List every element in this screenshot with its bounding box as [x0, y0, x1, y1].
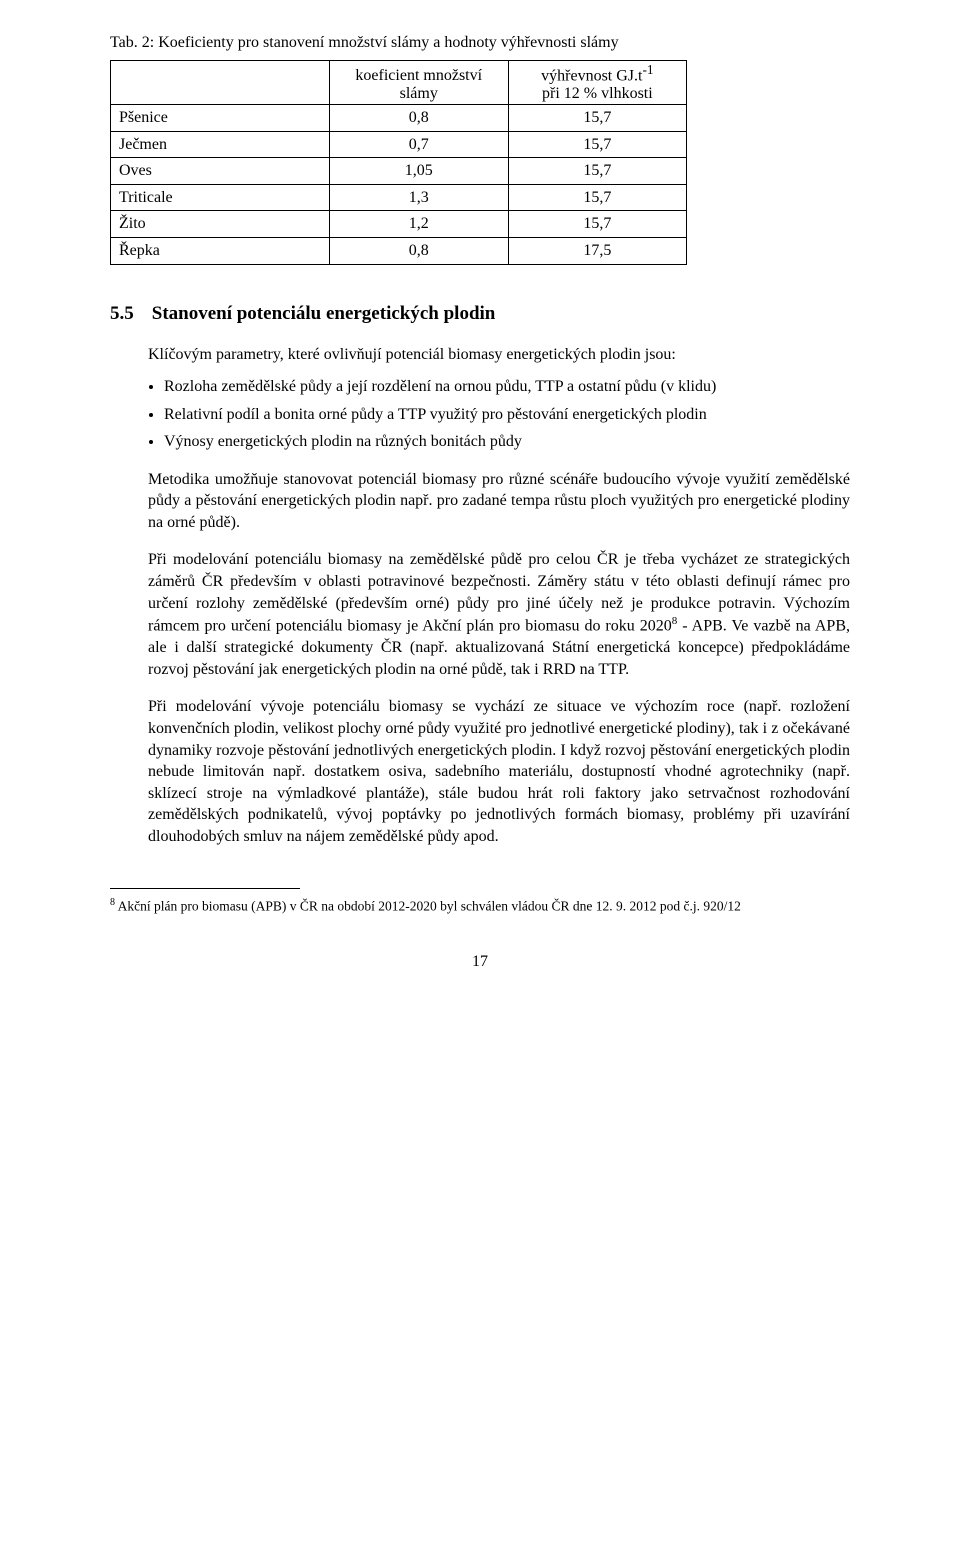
cell-coef: 0,8	[329, 105, 508, 132]
header-heat-sup: -1	[642, 62, 653, 77]
header-heat-line1: výhřevnost GJ.t-1	[517, 63, 679, 85]
list-item: Výnosy energetických plodin na různých b…	[164, 431, 850, 453]
paragraph-3: Při modelování vývoje potenciálu biomasy…	[148, 696, 850, 847]
section-title: Stanovení potenciálu energetických plodi…	[152, 303, 496, 324]
table-header-coef: koeficient množství slámy	[329, 60, 508, 105]
cell-name: Triticale	[111, 184, 330, 211]
header-heat-line2: při 12 % vlhkosti	[542, 85, 653, 102]
page-number: 17	[110, 951, 850, 973]
cell-name: Oves	[111, 158, 330, 185]
section-heading: 5.5 Stanovení potenciálu energetických pl…	[110, 301, 850, 327]
table-row: Pšenice0,815,7	[111, 105, 687, 132]
table-header-blank	[111, 60, 330, 105]
cell-coef: 1,3	[329, 184, 508, 211]
table-header-heat: výhřevnost GJ.t-1 při 12 % vlhkosti	[508, 60, 687, 105]
table-caption: Tab. 2: Koeficienty pro stanovení množst…	[110, 32, 850, 54]
cell-heat: 15,7	[508, 211, 687, 238]
cell-name: Žito	[111, 211, 330, 238]
table-header-row: koeficient množství slámy výhřevnost GJ.…	[111, 60, 687, 105]
table-row: Triticale1,315,7	[111, 184, 687, 211]
section-number: 5.5	[110, 301, 134, 327]
footnote-text: Akční plán pro biomasu (APB) v ČR na obd…	[115, 898, 741, 913]
cell-name: Řepka	[111, 238, 330, 265]
table-row: Žito1,215,7	[111, 211, 687, 238]
table-row: Oves1,0515,7	[111, 158, 687, 185]
cell-heat: 15,7	[508, 158, 687, 185]
header-heat-line1-text: výhřevnost GJ.t	[541, 67, 642, 84]
cell-heat: 17,5	[508, 238, 687, 265]
section-intro: Klíčovým parametry, které ovlivňují pote…	[148, 344, 850, 366]
cell-heat: 15,7	[508, 184, 687, 211]
cell-name: Ječmen	[111, 131, 330, 158]
header-coef-text: koeficient množství slámy	[355, 67, 482, 102]
coefficients-table: koeficient množství slámy výhřevnost GJ.…	[110, 60, 687, 265]
cell-coef: 0,7	[329, 131, 508, 158]
cell-coef: 0,8	[329, 238, 508, 265]
list-item: Rozloha zemědělské půdy a její rozdělení…	[164, 376, 850, 398]
footnote-separator	[110, 888, 300, 889]
table-row: Řepka0,817,5	[111, 238, 687, 265]
cell-heat: 15,7	[508, 131, 687, 158]
cell-name: Pšenice	[111, 105, 330, 132]
bullet-list: Rozloha zemědělské půdy a její rozdělení…	[110, 376, 850, 453]
cell-coef: 1,05	[329, 158, 508, 185]
cell-coef: 1,2	[329, 211, 508, 238]
footnote: 8 Akční plán pro biomasu (APB) v ČR na o…	[110, 897, 850, 915]
paragraph-1: Metodika umožňuje stanovovat potenciál b…	[148, 469, 850, 534]
cell-heat: 15,7	[508, 105, 687, 132]
list-item: Relativní podíl a bonita orné půdy a TTP…	[164, 404, 850, 426]
paragraph-2: Při modelování potenciálu biomasy na zem…	[148, 549, 850, 680]
table-row: Ječmen0,715,7	[111, 131, 687, 158]
